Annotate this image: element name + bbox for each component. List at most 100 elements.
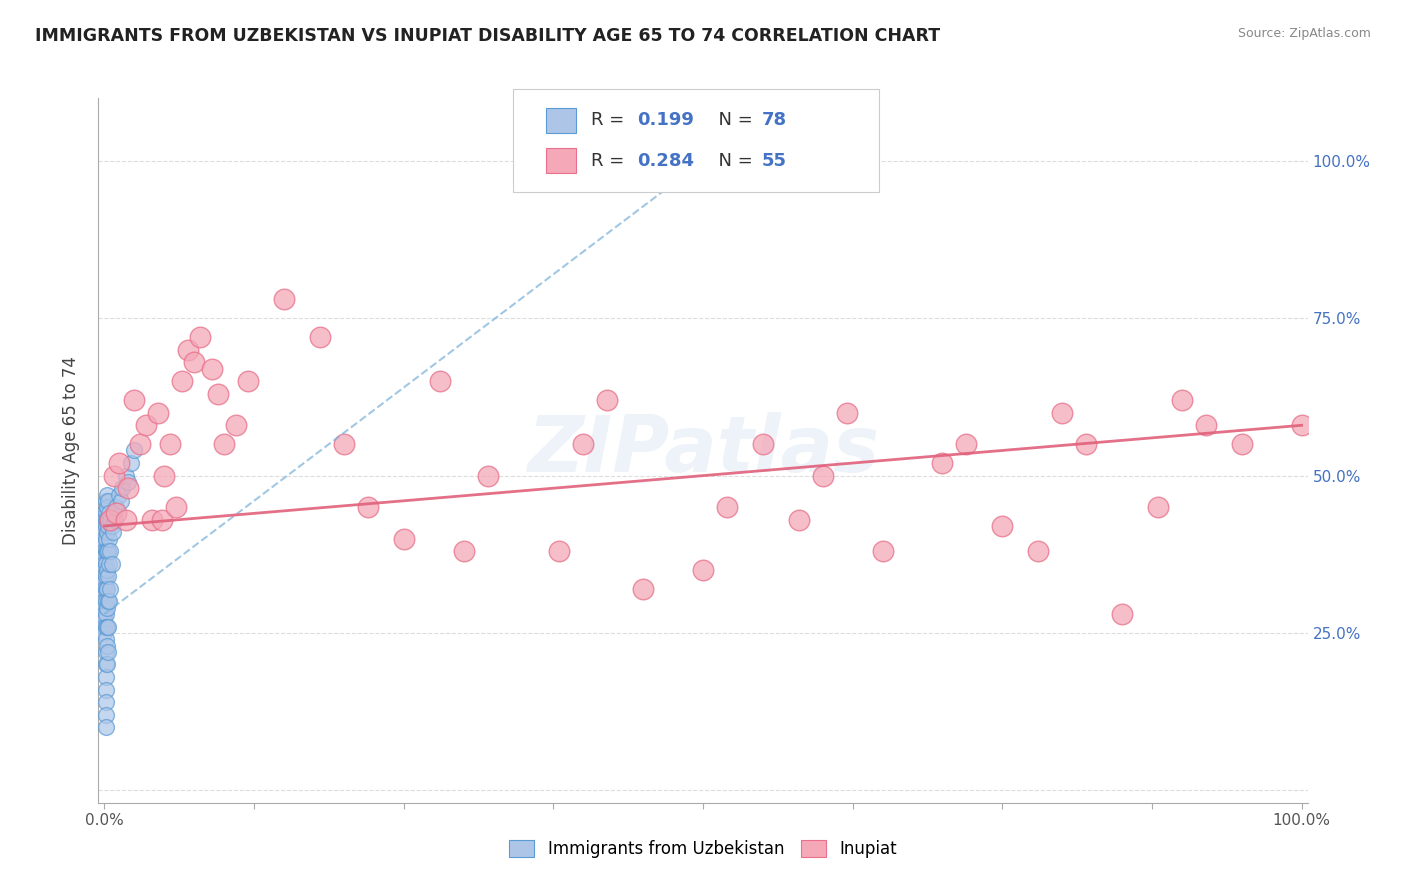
Point [1147,500,1170,514]
Point [94,582,117,596]
Point [100,582,122,596]
Point [236,374,259,388]
Point [94,507,117,521]
Point [101,525,124,540]
Legend: Immigrants from Uzbekistan, Inupiat: Immigrants from Uzbekistan, Inupiat [502,833,904,865]
Point [955,437,977,451]
Point [97,594,120,608]
Point [94,619,117,633]
Point [93,613,115,627]
Point [98,557,121,571]
Point [93,513,115,527]
Point [716,500,738,514]
Point [94,695,117,709]
Point [172,374,194,388]
Point [94,720,117,734]
Point [94,594,117,608]
Point [120,456,142,470]
Point [96,657,118,672]
Text: N =: N = [707,152,759,169]
Point [188,330,211,344]
Point [392,532,415,546]
Point [201,361,224,376]
Point [148,406,170,420]
Point [96,525,118,540]
Point [1111,607,1133,621]
Point [97,519,120,533]
Text: R =: R = [591,152,630,169]
Text: IMMIGRANTS FROM UZBEKISTAN VS INUPIAT DISABILITY AGE 65 TO 74 CORRELATION CHART: IMMIGRANTS FROM UZBEKISTAN VS INUPIAT DI… [35,27,941,45]
Point [93,550,115,565]
Text: 78: 78 [762,112,787,129]
Point [100,544,122,558]
Point [631,582,654,596]
Point [596,393,619,408]
Point [96,500,118,514]
Point [94,569,117,583]
Point [100,513,122,527]
Point [94,544,117,558]
Point [93,582,115,596]
Point [94,532,117,546]
Point [225,418,247,433]
Point [93,557,115,571]
Point [115,513,138,527]
Point [117,481,139,495]
Point [165,500,187,514]
Point [94,519,117,533]
Point [103,507,125,521]
Point [1026,544,1049,558]
Text: 0.199: 0.199 [637,112,693,129]
Text: N =: N = [707,112,759,129]
Point [94,682,117,697]
Point [141,513,163,527]
Point [98,532,121,546]
Point [1291,418,1313,433]
Point [93,594,115,608]
Point [93,607,115,621]
Point [97,544,120,558]
Point [97,569,120,583]
Point [273,293,295,307]
Point [93,538,115,552]
Point [93,619,115,633]
Point [93,600,115,615]
Point [93,532,115,546]
Point [177,343,200,357]
Point [94,493,117,508]
Point [692,563,714,577]
Point [931,456,953,470]
Point [752,437,775,451]
Point [96,619,118,633]
Point [104,513,127,527]
Point [93,519,115,533]
Point [333,437,356,451]
Point [429,374,451,388]
Point [100,519,122,533]
Point [93,563,115,577]
Point [96,513,118,527]
Point [93,626,115,640]
Point [117,475,139,489]
Point [94,670,117,684]
Point [93,507,115,521]
Point [787,513,810,527]
Point [1195,418,1218,433]
Point [103,468,125,483]
Point [94,557,117,571]
Point [97,619,120,633]
Point [100,557,122,571]
Point [96,639,118,653]
Point [357,500,380,514]
Point [115,468,138,483]
Point [835,406,858,420]
Text: Source: ZipAtlas.com: Source: ZipAtlas.com [1237,27,1371,40]
Point [212,437,235,451]
Point [107,456,129,470]
Point [94,513,117,527]
Point [96,544,118,558]
Point [872,544,894,558]
Point [94,607,117,621]
Point [96,563,118,577]
Point [105,500,128,514]
